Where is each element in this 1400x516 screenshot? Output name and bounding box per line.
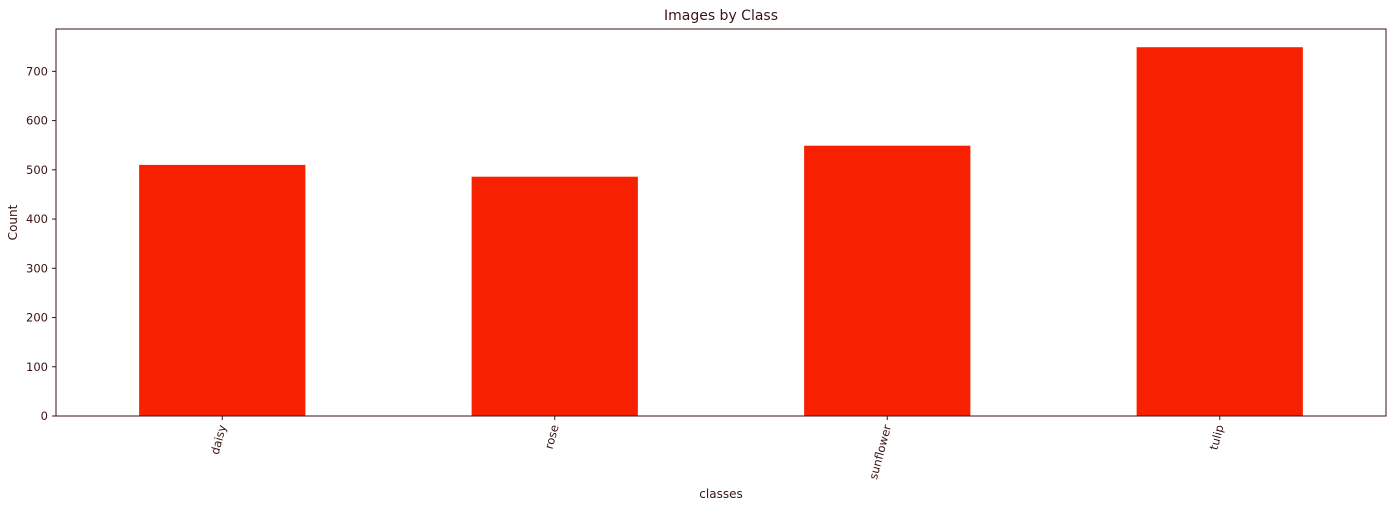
bar-sunflower	[804, 145, 971, 416]
y-axis-label: Count	[6, 204, 20, 240]
x-tick-label-rose: rose	[542, 423, 562, 450]
y-tick-label: 0	[41, 409, 48, 423]
y-axis: 0 100 200 300 400 500 600 700	[26, 64, 56, 423]
x-axis: daisy rose sunflower tulip	[208, 416, 1227, 481]
y-tick-label: 600	[26, 114, 48, 128]
x-tick-label-sunflower: sunflower	[866, 423, 894, 481]
chart-title: Images by Class	[664, 8, 778, 24]
y-tick-label: 400	[26, 212, 48, 226]
plot-frame	[55, 28, 1387, 417]
bar-tulip	[1136, 47, 1303, 416]
bar-daisy	[139, 164, 306, 416]
y-tick-label: 700	[26, 64, 48, 78]
bar-rose	[471, 176, 638, 416]
y-tick-label: 100	[26, 360, 48, 374]
y-tick-label: 300	[26, 261, 48, 275]
y-tick-label: 200	[26, 311, 48, 325]
plot-area	[139, 47, 1303, 416]
x-axis-label: classes	[699, 487, 742, 501]
x-tick-label-daisy: daisy	[208, 423, 229, 456]
y-tick-label: 500	[26, 163, 48, 177]
x-tick-label-tulip: tulip	[1207, 423, 1227, 451]
